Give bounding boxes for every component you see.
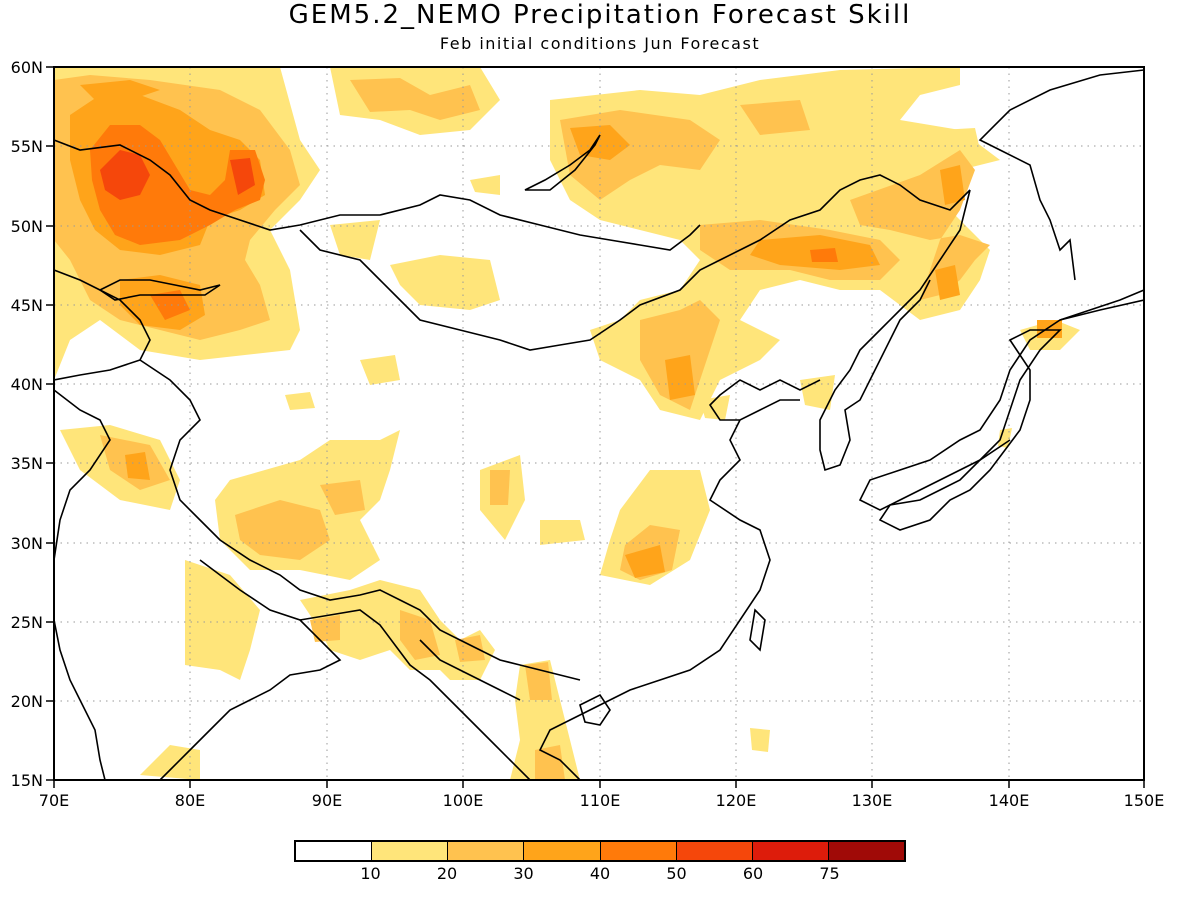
lat-label: 25N	[11, 613, 43, 632]
lon-label: 100E	[443, 791, 484, 810]
lat-label: 30N	[11, 534, 43, 553]
map-frame	[53, 66, 1145, 781]
lon-label: 110E	[580, 791, 621, 810]
colorbar-tick-label: 30	[513, 864, 534, 883]
colorbar-segment	[676, 842, 753, 860]
lat-label: 20N	[11, 692, 43, 711]
colorbar-segment	[296, 842, 373, 860]
longitude-labels: 70E 80E 90E 100E 110E 120E 130E 140E 150…	[39, 791, 1165, 810]
colorbar-tick-label: 10	[360, 864, 381, 883]
colorbar-tick-label: 20	[436, 864, 458, 883]
lat-label: 35N	[11, 454, 43, 473]
lat-label: 55N	[11, 137, 43, 156]
lat-label: 60N	[11, 58, 43, 77]
latitude-labels: 15N 20N 25N 30N 35N 40N 45N 50N 55N 60N	[11, 58, 43, 790]
map-subtitle: Feb initial conditions Jun Forecast	[439, 34, 761, 53]
colorbar-tick-label: 75	[819, 864, 840, 883]
border-southeast-asia	[299, 609, 531, 780]
colorbar-tick-label: 50	[666, 864, 687, 883]
border-mongolia	[299, 174, 971, 351]
skill-shading	[54, 67, 1080, 780]
colorbar-tick-labels: 10 20 30 40 50 60 75	[294, 864, 906, 886]
colorbar-segment	[448, 842, 525, 860]
coastlines-borders	[54, 69, 1144, 780]
coastline-hainan	[579, 693, 611, 726]
map-title: GEM5.2_NEMO Precipitation Forecast Skill	[288, 0, 912, 30]
coastline-japan	[878, 289, 1144, 531]
lat-label: 40N	[11, 375, 43, 394]
lat-label: 50N	[11, 217, 43, 236]
colorbar-tick-label: 40	[589, 864, 611, 883]
colorbar-segment	[600, 842, 677, 860]
lat-label: 15N	[11, 771, 43, 790]
lon-label: 80E	[175, 791, 205, 810]
lon-label: 120E	[716, 791, 757, 810]
border-china-south	[139, 359, 581, 681]
lon-label: 140E	[989, 791, 1030, 810]
coastline-taiwan	[749, 608, 766, 652]
lat-label: 45N	[11, 296, 43, 315]
lon-label: 150E	[1124, 791, 1165, 810]
axis-ticks	[46, 66, 1145, 788]
colorbar-segment	[372, 842, 449, 860]
lon-label: 70E	[39, 791, 69, 810]
lon-label: 130E	[852, 791, 893, 810]
colorbar-segment	[828, 842, 904, 860]
coastline-china-korea	[538, 69, 1144, 780]
lake-balkhash	[98, 279, 221, 301]
border-kazakhstan-west	[54, 269, 151, 381]
colorbar-tick-label: 60	[742, 864, 764, 883]
lon-label: 90E	[312, 791, 342, 810]
border-kazakhstan	[54, 139, 701, 251]
colorbar-segment	[524, 842, 601, 860]
colorbar-segment	[752, 842, 829, 860]
lake-baikal	[524, 134, 601, 191]
coastline-india	[54, 389, 342, 780]
colorbar	[294, 840, 906, 862]
